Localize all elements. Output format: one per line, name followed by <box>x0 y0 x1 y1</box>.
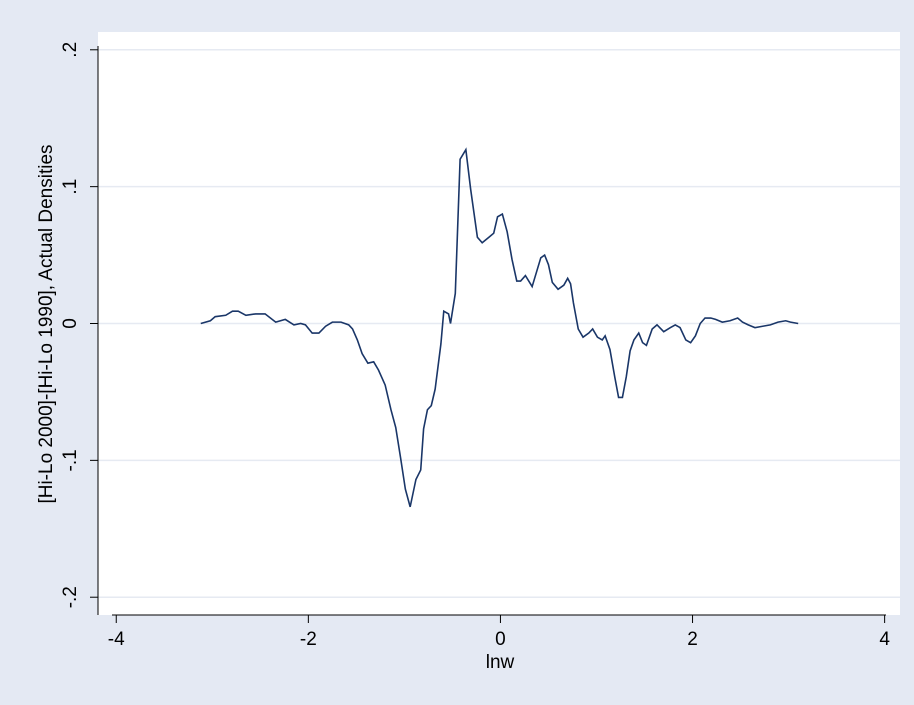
y-tick-label: .1 <box>60 179 81 195</box>
y-tick-label: -.1 <box>60 449 81 471</box>
x-axis-label: lnw <box>486 652 515 673</box>
y-tick-label: 0 <box>60 318 81 329</box>
x-tick-label: 4 <box>879 629 890 650</box>
x-tick-label: -2 <box>300 629 317 650</box>
x-tick-label: 2 <box>687 629 698 650</box>
x-tick-label: -4 <box>108 629 125 650</box>
data-line <box>200 147 799 508</box>
y-axis-label: [Hi-Lo 2000]-[Hi-Lo 1990], Actual Densit… <box>36 144 57 503</box>
y-tick-label: -.2 <box>60 586 81 608</box>
y-tick-label: .2 <box>60 42 81 58</box>
x-tick-label: 0 <box>495 629 506 650</box>
